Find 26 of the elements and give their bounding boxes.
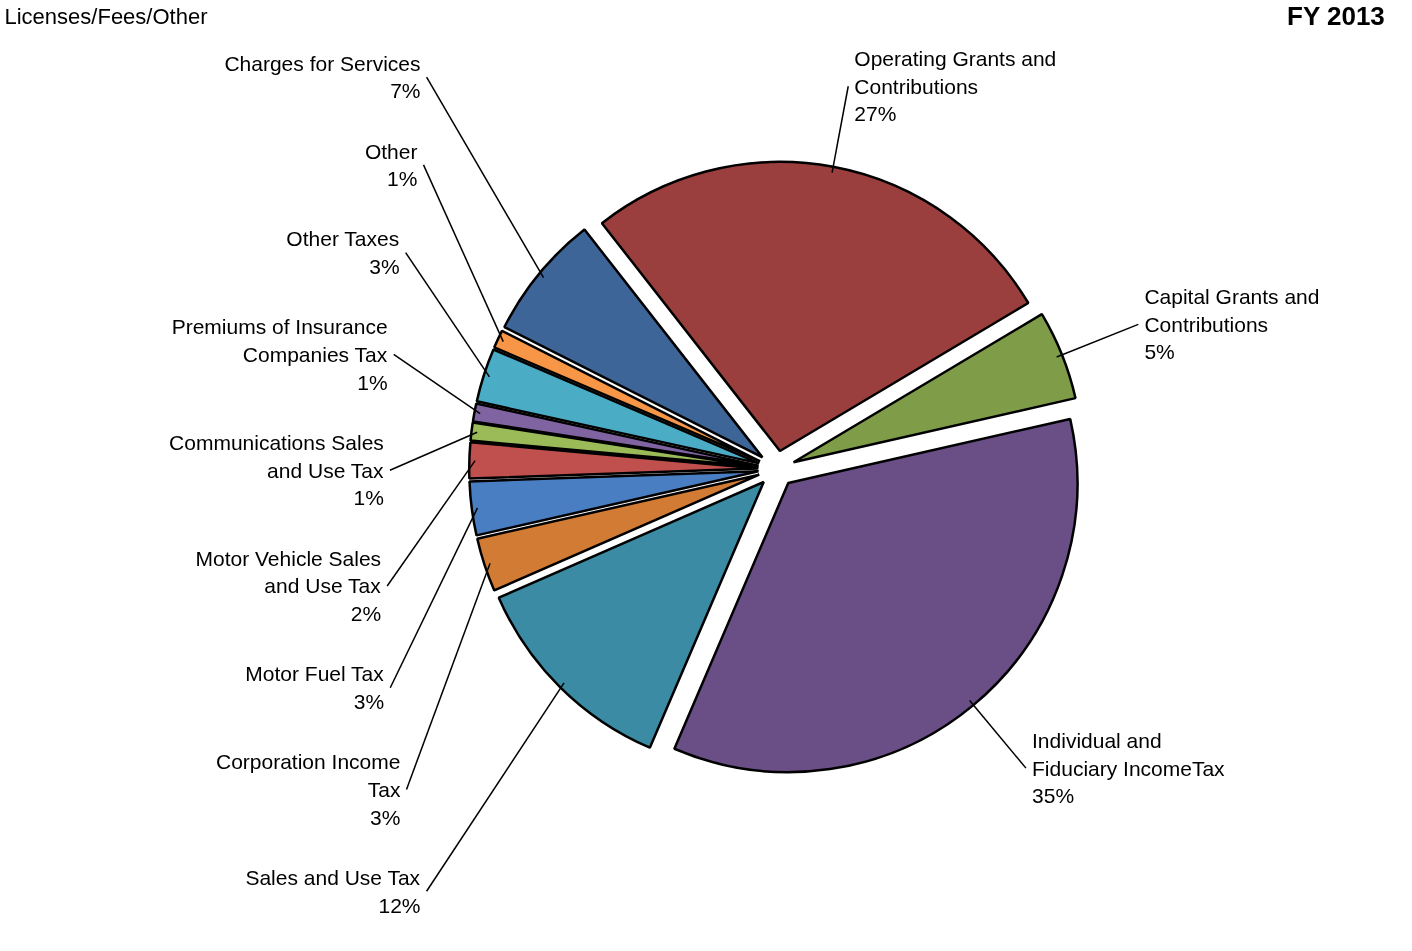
slice-label: Other	[364, 139, 418, 163]
data-label: 3%	[370, 805, 401, 829]
text: Licenses/Fees/Other	[4, 3, 208, 29]
slice-label: Motor Fuel Tax	[245, 662, 385, 686]
slice-label: Other Taxes	[286, 227, 400, 251]
slice-label: Sales and Use Tax	[245, 865, 421, 889]
slice-label: Motor Vehicle Sales and Use Tax	[195, 546, 382, 598]
slice-label: Corporation Income Tax	[216, 750, 401, 801]
data-label: 2%	[350, 602, 382, 626]
slice-label: Individual and Fiduciary IncomeTax	[1032, 729, 1226, 780]
data-label: 35%	[1032, 784, 1075, 808]
slice-label: Capital Grants and Contributions	[1144, 285, 1320, 336]
data-label: 5%	[1144, 340, 1175, 364]
slice-label: Premiums of Insurance Companies Tax	[171, 315, 388, 366]
data-label: 7%	[390, 79, 421, 103]
data-label: 1%	[387, 167, 418, 191]
data-label: 3%	[353, 690, 385, 713]
slice-label: Communications Sales and Use Tax	[169, 431, 384, 482]
chart-title: FY 2013	[1287, 0, 1385, 31]
data-label: 27%	[854, 102, 897, 126]
slice-label: Charges for Services	[224, 51, 421, 75]
data-label: 12%	[378, 893, 421, 917]
data-label: 1%	[353, 486, 384, 510]
slice-label: Operating Grants and Contributions	[854, 47, 1057, 98]
data-label: 1%	[357, 370, 388, 394]
data-label: 3%	[369, 254, 400, 278]
